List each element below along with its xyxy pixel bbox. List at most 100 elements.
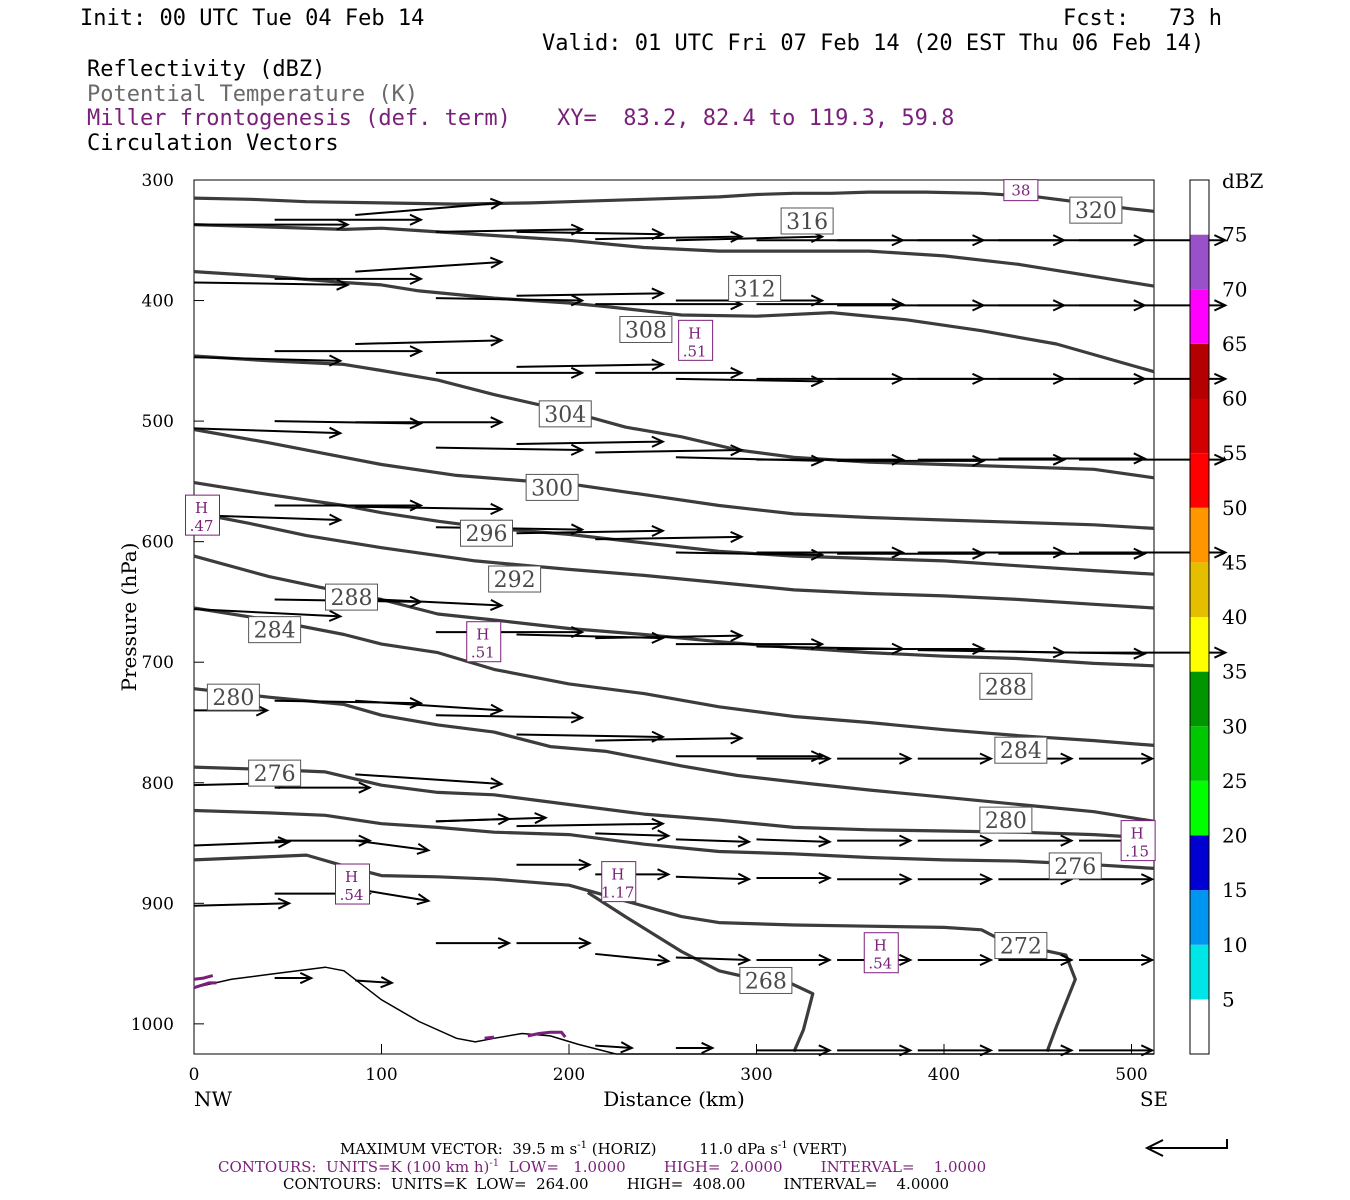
theta-label-288: 288 xyxy=(325,583,378,611)
frontogenesis-max: H.54 xyxy=(863,932,899,974)
vector-head xyxy=(979,1044,994,1057)
theta-label-304: 304 xyxy=(538,400,592,428)
vector-shaft xyxy=(595,535,742,541)
circulation-vector xyxy=(355,839,431,855)
frontogenesis-max-value: .51 xyxy=(471,644,495,662)
vector-head xyxy=(490,334,504,347)
colorbar-segment xyxy=(1190,944,1209,1000)
vector-head xyxy=(1052,453,1067,466)
vector-shaft xyxy=(516,292,663,297)
frontogenesis-max: H.47 xyxy=(185,494,220,536)
vector-head xyxy=(891,453,906,466)
circulation-vector xyxy=(193,426,343,439)
frontogenesis-max-value: .54 xyxy=(868,955,892,973)
colorbar-segment xyxy=(1190,453,1209,508)
vector-head xyxy=(737,953,752,966)
vector-head xyxy=(657,829,671,842)
frontogenesis-max-box xyxy=(335,863,370,905)
vector-head xyxy=(818,871,832,885)
circulation-vector xyxy=(917,453,1067,466)
vector-head xyxy=(578,858,592,871)
field-reflectivity: Reflectivity (dBZ) xyxy=(87,57,326,82)
theta-label-268: 268 xyxy=(739,966,793,994)
circulation-vector xyxy=(917,873,994,886)
theta-label-text: 280 xyxy=(985,809,1027,834)
circulation-vector xyxy=(516,937,592,950)
vector-shaft xyxy=(595,634,742,640)
colorbar-label: 55 xyxy=(1222,441,1247,465)
colorbar-label: 20 xyxy=(1222,824,1247,848)
circulation-vector xyxy=(1079,1044,1155,1057)
vector-head xyxy=(737,872,752,885)
circulation-vector xyxy=(516,524,666,537)
colorbar-label: 5 xyxy=(1222,987,1235,1011)
theta-label-box xyxy=(1069,196,1123,224)
theta-label-box xyxy=(488,565,542,593)
frontogenesis-max: H.51 xyxy=(678,319,714,361)
colorbar-segment xyxy=(1190,234,1209,290)
vector-head xyxy=(1060,953,1074,967)
vector-head xyxy=(979,752,994,765)
theta-label-text: 304 xyxy=(544,403,586,428)
circulation-vector xyxy=(675,750,825,763)
y-tick-label: 800 xyxy=(142,774,174,794)
circulation-vector xyxy=(998,452,1147,465)
vector-shaft xyxy=(193,356,341,362)
theta-label-text: 292 xyxy=(494,568,536,593)
vector-shaft xyxy=(355,339,502,345)
frontogenesis-max-value: 1.17 xyxy=(601,884,634,902)
colorbar-segment xyxy=(1190,671,1209,727)
vector-head xyxy=(818,953,832,967)
theta-label-box xyxy=(325,583,378,611)
valid-time: Valid: 01 UTC Fri 07 Feb 14 (20 EST Thu … xyxy=(542,31,1205,56)
frontogenesis-contours xyxy=(193,974,567,1040)
vector-shaft xyxy=(355,699,502,712)
frontogenesis-max: H.54 xyxy=(335,863,370,905)
vector-head xyxy=(979,834,994,847)
frontogenesis-max-marker: H xyxy=(688,324,701,342)
frontogenesis-max-box xyxy=(678,319,714,361)
theta-label-text: 300 xyxy=(531,476,573,501)
colorbar-segment xyxy=(1190,180,1209,235)
y-tick-label: 1000 xyxy=(131,1015,174,1035)
circulation-vector xyxy=(274,499,424,512)
circulation-vector xyxy=(998,547,1147,560)
circulation-vector xyxy=(756,546,906,559)
vector-shaft xyxy=(435,228,583,233)
x-tick-label: 100 xyxy=(365,1065,397,1085)
circulation-vector xyxy=(917,752,994,765)
circulation-vector xyxy=(435,813,512,826)
vector-head xyxy=(497,937,512,950)
vector-head xyxy=(810,454,825,467)
vector-head xyxy=(810,548,825,561)
colorbar-label: 45 xyxy=(1222,550,1247,574)
vector-head xyxy=(1213,234,1228,247)
max-vector-note: MAXIMUM VECTOR: 39.5 m s-1 (HORIZ) 11.0 … xyxy=(340,1141,847,1157)
frontogenesis-max-value: .54 xyxy=(340,886,364,904)
vector-head xyxy=(1140,953,1155,967)
circulation-vector xyxy=(435,937,512,950)
colorbar-segment xyxy=(1190,398,1209,454)
theta-label-box xyxy=(248,759,302,787)
frontogenesis-max-marker: H xyxy=(874,937,887,955)
vector-shaft xyxy=(435,446,583,452)
vector-shaft xyxy=(516,230,663,236)
theta-label-280: 280 xyxy=(979,806,1033,834)
colorbar-label: 30 xyxy=(1222,714,1247,738)
circulation-vector xyxy=(837,547,986,560)
theta-contour-276 xyxy=(193,808,1155,870)
colorbar-label: 70 xyxy=(1222,277,1247,301)
frontogenesis-max-value: .47 xyxy=(190,517,214,535)
vector-head xyxy=(1213,546,1228,559)
frontogenesis-max-marker: H xyxy=(476,626,489,644)
vector-head xyxy=(409,213,424,226)
circulation-vector xyxy=(355,502,504,516)
theta-contour-304 xyxy=(193,427,1155,530)
vector-head xyxy=(570,366,585,379)
theta-label-text: 280 xyxy=(212,686,254,711)
theta-label-box xyxy=(739,966,793,994)
vector-head xyxy=(730,230,744,243)
vector-head xyxy=(651,358,666,371)
circulation-vector xyxy=(756,453,906,466)
vector-shaft xyxy=(675,377,823,383)
